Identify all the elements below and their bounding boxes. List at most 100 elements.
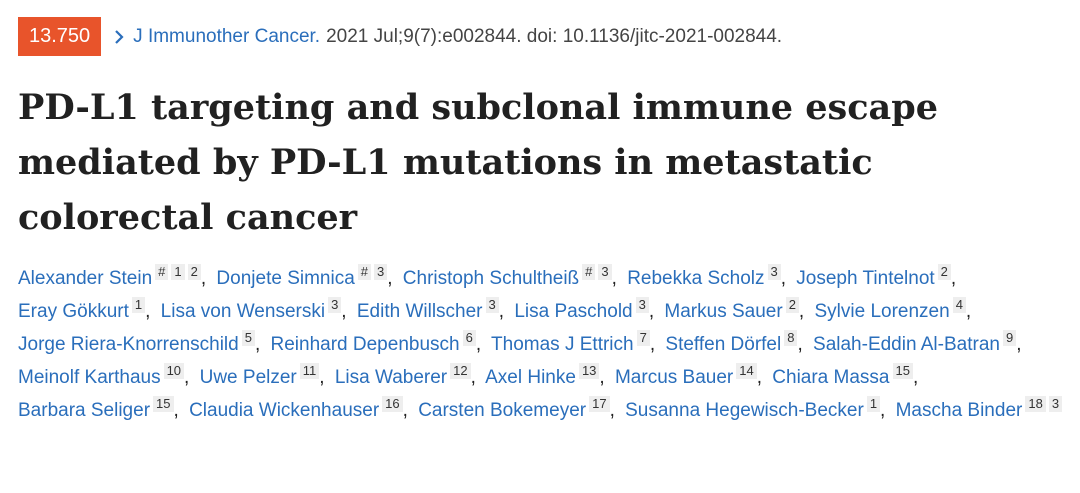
author-name[interactable]: Lisa von Wenserski [160,301,326,322]
author-name[interactable]: Sylvie Lorenzen [814,301,950,322]
affiliation-mark[interactable]: 14 [736,363,757,379]
author: Christoph Schultheiß #3, [402,264,622,289]
affiliation-mark[interactable]: 3 [1048,396,1063,412]
author-name[interactable]: Uwe Pelzer [199,367,297,388]
affiliation-mark[interactable]: # [357,264,371,280]
affiliation-mark[interactable]: 3 [485,297,499,313]
author-name[interactable]: Meinolf Karthaus [18,367,161,388]
author: Lisa von Wenserski 3, [160,297,352,322]
affiliation-mark[interactable]: 2 [785,297,799,313]
affiliation-mark[interactable]: 18 [1025,396,1046,412]
separator: , [470,367,476,388]
separator: , [599,367,605,388]
separator: , [797,334,803,355]
author: Axel Hinke 13, [485,363,610,388]
author-name[interactable]: Claudia Wickenhauser [189,400,380,421]
separator: , [912,367,919,388]
author-name[interactable]: Salah-Eddin Al-Batran [813,334,1000,355]
author-name[interactable]: Rebekka Scholz [627,268,765,289]
author-name[interactable]: Markus Sauer [664,301,783,322]
journal-link[interactable]: J Immunother Cancer. [133,25,321,47]
affiliation-mark[interactable]: 10 [163,363,185,379]
author-list: Alexander Stein #1 2, Donjete Simnica #3, C… [18,262,1063,427]
affiliation-mark[interactable]: 17 [589,396,610,412]
affiliation-mark[interactable]: 16 [382,396,403,412]
affiliation-mark[interactable]: # [155,264,169,280]
author-name[interactable]: Reinhard Depenbusch [270,334,460,355]
author-name[interactable]: Christoph Schultheiß [402,268,580,289]
author-name[interactable]: Jorge Riera-Knorrenschild [18,334,239,355]
affiliation-mark[interactable]: 15 [153,396,174,412]
author-name[interactable]: Lisa Waberer [334,367,448,388]
affiliation-mark[interactable]: 6 [462,330,476,346]
author: Barbara Seliger 15, [18,396,184,421]
affiliation-mark[interactable]: # [582,264,596,280]
author: Claudia Wickenhauser 16, [189,396,413,421]
affiliation-mark[interactable]: 1 [866,396,881,412]
author-name[interactable]: Eray Gökkurt [18,301,129,322]
author-name[interactable]: Axel Hinke [485,367,576,388]
separator: , [950,268,957,289]
separator: , [319,367,325,388]
affiliation-mark[interactable]: 9 [1002,330,1017,346]
author-name[interactable]: Joseph Tintelnot [796,268,935,289]
separator: , [498,301,505,322]
affiliation-mark[interactable]: 3 [767,264,781,280]
separator: , [475,334,482,355]
affiliation-mark[interactable]: 13 [578,363,600,379]
author: Salah-Eddin Al-Batran 9, [813,330,1026,355]
author: Rebekka Scholz 3, [627,264,791,289]
affiliation-mark[interactable]: 5 [241,330,255,346]
author-name[interactable]: Carsten Bokemeyer [418,400,587,421]
author: Thomas J Ettrich 7, [491,330,660,355]
author-name[interactable]: Lisa Paschold [514,301,633,322]
affiliation-mark[interactable]: 1 [131,297,146,313]
author: Carsten Bokemeyer 17, [418,396,620,421]
separator: , [184,367,190,388]
author-name[interactable]: Barbara Seliger [18,400,151,421]
affiliation-mark[interactable]: 12 [450,363,471,379]
author: Meinolf Karthaus 10, [18,363,194,388]
separator: , [609,400,615,421]
affiliation-mark[interactable]: 3 [598,264,612,280]
separator: , [387,268,393,289]
author-name[interactable]: Mascha Binder [895,400,1023,421]
affiliation-mark[interactable]: 2 [937,264,951,280]
author-name[interactable]: Chiara Massa [772,367,890,388]
author-name[interactable]: Susanna Hegewisch-Becker [625,400,864,421]
affiliation-mark[interactable]: 3 [635,297,649,313]
affiliation-mark[interactable]: 11 [299,363,320,379]
author: Joseph Tintelnot 2, [796,264,961,289]
author-name[interactable]: Steffen Dörfel [665,334,782,355]
separator: , [780,268,787,289]
citation-bar: 13.750 J Immunother Cancer. 2021 Jul;9(7… [18,17,782,56]
affiliation-mark[interactable]: 8 [784,330,798,346]
author-name[interactable]: Alexander Stein [18,268,153,289]
affiliation-mark[interactable]: 3 [328,297,342,313]
affiliation-mark[interactable]: 15 [892,363,913,379]
author: Uwe Pelzer 11, [199,363,330,388]
affiliation-mark[interactable]: 2 [187,264,201,280]
author: Eray Gökkurt 1, [18,297,155,322]
author-name[interactable]: Thomas J Ettrich [491,334,634,355]
author-name[interactable]: Marcus Bauer [614,367,734,388]
separator: , [145,301,151,322]
author: Reinhard Depenbusch 6, [270,330,487,355]
author: Markus Sauer 2, [664,297,809,322]
affiliation-mark[interactable]: 3 [374,264,388,280]
author: Marcus Bauer 14, [614,363,767,388]
separator: , [798,301,805,322]
affiliation-mark[interactable]: 4 [952,297,966,313]
author: Donjete Simnica #3, [216,264,397,289]
author-name[interactable]: Donjete Simnica [216,268,355,289]
affiliation-mark[interactable]: 7 [636,330,650,346]
separator: , [1016,334,1022,355]
author-name[interactable]: Edith Willscher [356,301,483,322]
separator: , [402,400,408,421]
author: Lisa Waberer 12, [334,363,481,388]
separator: , [341,301,347,322]
chevron-icon [115,29,124,44]
author: Edith Willscher 3, [356,297,509,322]
affiliation-mark[interactable]: 1 [171,264,185,280]
